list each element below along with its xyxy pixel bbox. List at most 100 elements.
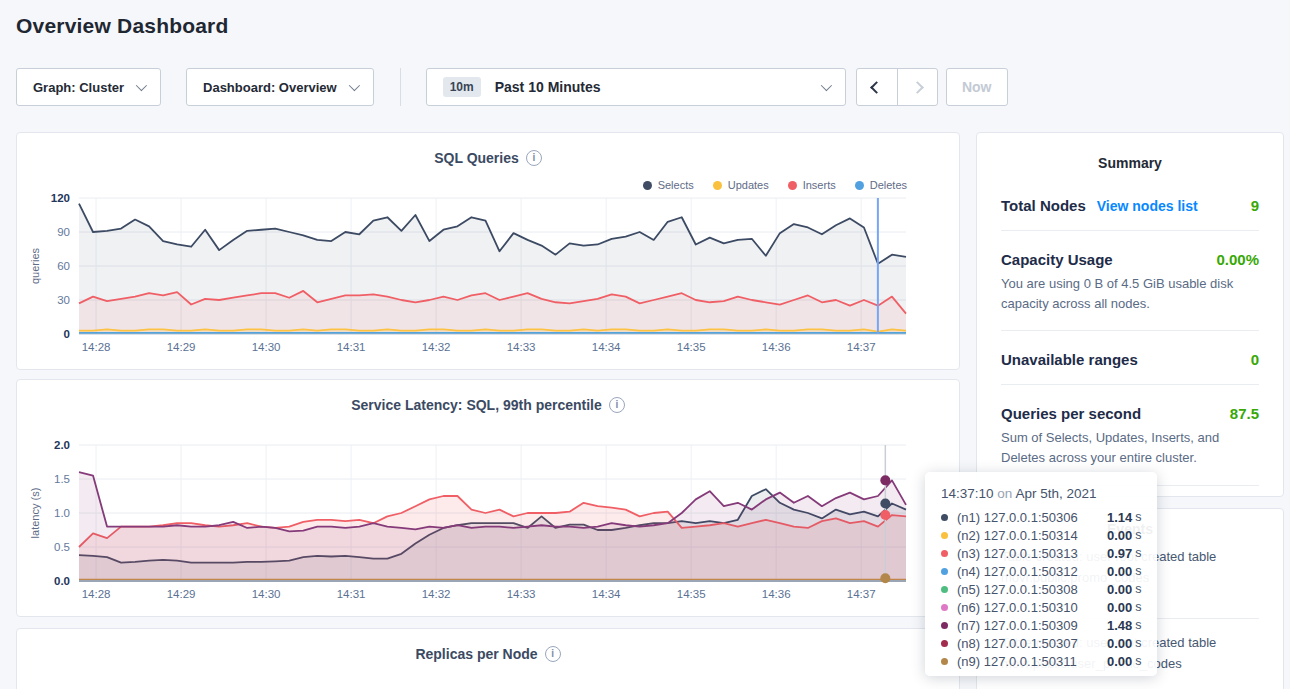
tooltip-node-list: (n1) 127.0.0.1:503061.14s(n2) 127.0.0.1:…: [941, 508, 1141, 670]
svg-text:queries: queries: [29, 247, 41, 284]
svg-text:30: 30: [57, 294, 70, 306]
svg-text:14:31: 14:31: [337, 588, 366, 600]
dashboard-controls: Graph: Cluster Dashboard: Overview 10m P…: [16, 68, 1008, 106]
time-prev-button[interactable]: [857, 69, 897, 105]
summary-row-label: Unavailable ranges: [1001, 351, 1138, 368]
tooltip-node-address: (n7) 127.0.0.1:50309: [957, 618, 1107, 633]
tooltip-node-value: 0.00: [1107, 564, 1132, 579]
tooltip-row: (n4) 127.0.0.1:503120.00s: [941, 562, 1141, 580]
tooltip-node-unit: s: [1135, 600, 1141, 614]
tooltip-row: (n8) 127.0.0.1:503070.00s: [941, 634, 1141, 652]
tooltip-node-unit: s: [1135, 528, 1141, 542]
legend-dot-icon: [643, 181, 652, 190]
tooltip-date: Apr 5th, 2021: [1015, 486, 1096, 501]
graph-scope-dropdown[interactable]: Graph: Cluster: [16, 68, 161, 106]
tooltip-node-value: 1.14: [1107, 510, 1132, 525]
tooltip-node-value: 0.00: [1107, 528, 1132, 543]
chevron-down-icon: [136, 80, 147, 91]
summary-row-unavailable-ranges: Unavailable ranges 0: [1001, 351, 1259, 368]
now-button-label: Now: [962, 79, 992, 95]
replicas-per-node-panel: Replicas per Node i: [16, 628, 960, 689]
svg-text:14:31: 14:31: [337, 341, 366, 353]
legend-label: Inserts: [803, 179, 836, 191]
series-dot-icon: [941, 568, 948, 575]
summary-row-qps: Queries per second 87.5: [1001, 405, 1259, 422]
tooltip-node-unit: s: [1135, 636, 1141, 650]
svg-text:120: 120: [51, 192, 70, 204]
summary-row-value: 87.5: [1230, 405, 1259, 422]
service-latency-chart[interactable]: 0.00.51.01.52.014:2814:2914:3014:3114:32…: [17, 438, 961, 610]
tooltip-node-unit: s: [1135, 618, 1141, 632]
svg-text:14:29: 14:29: [167, 341, 196, 353]
summary-row-total-nodes: Total Nodes View nodes list 9: [1001, 197, 1259, 214]
divider: [1001, 330, 1259, 331]
graph-scope-label: Graph: Cluster: [33, 80, 124, 95]
tooltip-node-unit: s: [1135, 510, 1141, 524]
legend-dot-icon: [788, 181, 797, 190]
page-title: Overview Dashboard: [16, 14, 229, 38]
info-icon[interactable]: i: [609, 397, 625, 413]
svg-text:14:33: 14:33: [507, 588, 536, 600]
info-icon[interactable]: i: [526, 150, 542, 166]
svg-text:14:34: 14:34: [592, 588, 621, 600]
summary-panel: Summary Total Nodes View nodes list 9 Ca…: [976, 132, 1284, 497]
sql-queries-chart[interactable]: 030609012014:2814:2914:3014:3114:3214:33…: [17, 191, 961, 363]
svg-text:14:34: 14:34: [592, 341, 621, 353]
summary-row-value: 0.00%: [1216, 251, 1259, 268]
tooltip-node-value: 1.48: [1107, 618, 1132, 633]
time-next-button[interactable]: [897, 69, 937, 105]
svg-text:0: 0: [64, 328, 70, 340]
tooltip-node-value: 0.00: [1107, 600, 1132, 615]
view-nodes-list-link[interactable]: View nodes list: [1097, 198, 1198, 214]
svg-text:60: 60: [57, 260, 70, 272]
series-dot-icon: [941, 604, 948, 611]
time-range-label: Past 10 Minutes: [495, 79, 601, 95]
series-dot-icon: [941, 532, 948, 539]
series-dot-icon: [941, 658, 948, 665]
summary-row-value: 0: [1251, 351, 1259, 368]
svg-text:1.5: 1.5: [54, 473, 70, 485]
tooltip-node-address: (n1) 127.0.0.1:50306: [957, 510, 1107, 525]
chart-title: SQL Queries: [434, 150, 519, 166]
tooltip-node-address: (n4) 127.0.0.1:50312: [957, 564, 1107, 579]
series-dot-icon: [941, 622, 948, 629]
svg-text:14:30: 14:30: [252, 341, 281, 353]
chevron-right-icon: [911, 81, 924, 94]
svg-text:0.5: 0.5: [54, 541, 70, 553]
tooltip-row: (n5) 127.0.0.1:503080.00s: [941, 580, 1141, 598]
tooltip-on: on: [997, 486, 1012, 501]
tooltip-node-address: (n2) 127.0.0.1:50314: [957, 528, 1107, 543]
tooltip-node-address: (n6) 127.0.0.1:50310: [957, 600, 1107, 615]
svg-text:14:28: 14:28: [82, 588, 111, 600]
legend-item: Updates: [713, 179, 769, 191]
chevron-down-icon: [348, 80, 359, 91]
svg-text:0.0: 0.0: [54, 575, 70, 587]
time-step-group: [856, 68, 938, 106]
summary-row-capacity: Capacity Usage 0.00%: [1001, 251, 1259, 268]
tooltip-node-address: (n5) 127.0.0.1:50308: [957, 582, 1107, 597]
svg-text:14:35: 14:35: [677, 588, 706, 600]
controls-divider: [400, 68, 401, 106]
svg-text:14:37: 14:37: [847, 341, 876, 353]
summary-title: Summary: [1001, 155, 1259, 171]
svg-text:14:37: 14:37: [847, 588, 876, 600]
svg-text:2.0: 2.0: [54, 439, 70, 451]
dashboard-select-dropdown[interactable]: Dashboard: Overview: [186, 68, 374, 106]
legend-dot-icon: [855, 181, 864, 190]
tooltip-node-value: 0.00: [1107, 582, 1132, 597]
svg-text:14:36: 14:36: [762, 588, 791, 600]
svg-text:latency (s): latency (s): [29, 488, 41, 539]
tooltip-node-address: (n8) 127.0.0.1:50307: [957, 636, 1107, 651]
now-button[interactable]: Now: [946, 68, 1008, 106]
svg-text:14:28: 14:28: [82, 341, 111, 353]
service-latency-panel: Service Latency: SQL, 99th percentile i …: [16, 379, 960, 617]
tooltip-row: (n1) 127.0.0.1:503061.14s: [941, 508, 1141, 526]
info-icon[interactable]: i: [545, 646, 561, 662]
tooltip-node-value: 0.00: [1107, 654, 1132, 669]
chart-title: Replicas per Node: [415, 646, 537, 662]
chart-title: Service Latency: SQL, 99th percentile: [351, 397, 602, 413]
legend-item: Inserts: [788, 179, 836, 191]
time-range-dropdown[interactable]: 10m Past 10 Minutes: [426, 68, 846, 106]
tooltip-node-address: (n3) 127.0.0.1:50313: [957, 546, 1107, 561]
series-dot-icon: [941, 640, 948, 647]
